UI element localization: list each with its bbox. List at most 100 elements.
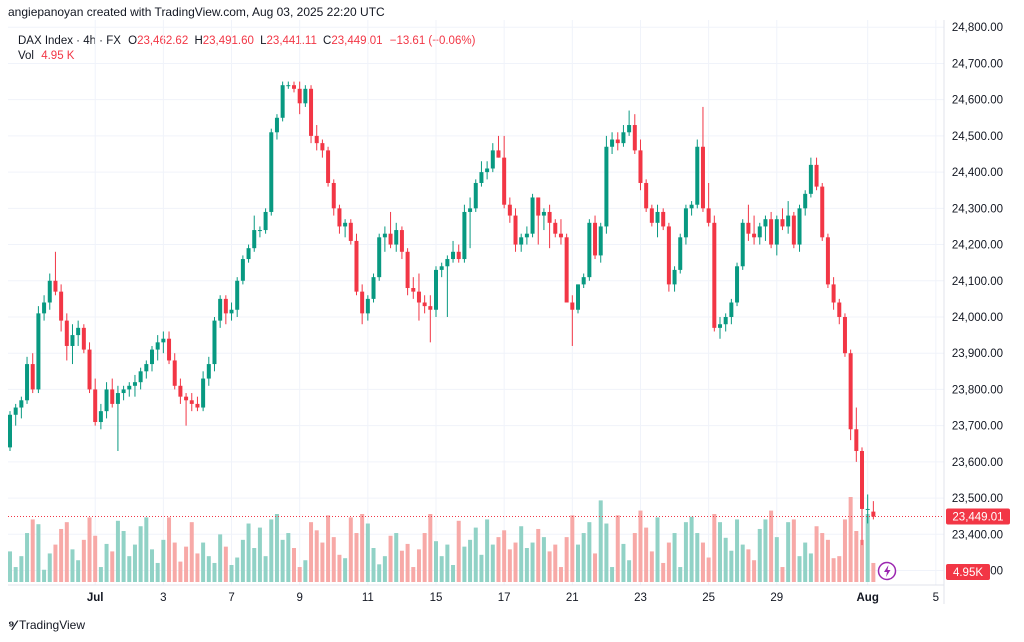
candle-body <box>860 450 864 509</box>
volume-row: Vol 4.95 K <box>18 49 475 64</box>
candle-body <box>360 291 365 314</box>
candle <box>167 331 172 365</box>
candle <box>121 385 126 401</box>
volume-badge: 4.95K <box>946 564 990 580</box>
candle <box>206 356 211 386</box>
candle-body <box>309 88 314 136</box>
candle-body <box>519 237 524 245</box>
candle <box>865 494 870 524</box>
y-tick-label: 23,700.00 <box>952 421 1003 433</box>
time-axis[interactable]: Jul 3 7 9 11 15 17 21 23 25 29 Aug 5 <box>87 592 939 604</box>
candle-body <box>672 269 677 285</box>
volume-bar <box>428 514 433 582</box>
candle-body <box>729 302 734 317</box>
candle-body <box>53 280 58 292</box>
volume-bar <box>399 550 404 582</box>
volume-bar <box>87 517 92 582</box>
candle <box>416 273 421 321</box>
volume-bar <box>496 537 501 582</box>
volume-bar <box>837 556 842 582</box>
candle <box>490 143 495 173</box>
volume-bar <box>59 528 64 582</box>
volume-bar <box>405 543 410 582</box>
candle <box>462 204 467 263</box>
candle <box>831 277 836 310</box>
volume-bar <box>343 558 348 582</box>
volume-bars <box>8 497 876 582</box>
volume-bar <box>13 567 18 582</box>
candle-body <box>683 208 688 238</box>
candle <box>172 353 177 390</box>
vol-label[interactable]: Vol <box>18 50 34 62</box>
candle-body <box>218 298 223 321</box>
credit-header: angiepanoyan created with TradingView.co… <box>8 5 385 19</box>
last-price-badge: 23,449.01 <box>946 508 1010 525</box>
volume-bar <box>649 551 654 582</box>
volume-bar <box>740 544 745 582</box>
candle-body <box>820 186 825 238</box>
candle <box>81 324 86 354</box>
candle-body <box>865 508 870 510</box>
volume-bar <box>468 539 473 582</box>
y-tick-label: 23,500.00 <box>952 493 1003 505</box>
candle <box>485 161 490 180</box>
candle-body <box>627 125 632 133</box>
candle <box>593 215 598 260</box>
candles <box>8 81 876 546</box>
candle-body <box>121 389 126 394</box>
candle <box>632 114 637 155</box>
volume-bar <box>678 567 683 582</box>
volume-bar <box>700 542 705 582</box>
lightning-icon[interactable] <box>877 561 897 581</box>
candle <box>740 219 745 270</box>
candle-body <box>439 266 444 270</box>
candle <box>161 331 166 354</box>
candle <box>445 255 450 317</box>
candle-body <box>524 233 529 238</box>
x-tick-label: 25 <box>702 592 715 604</box>
volume-bar <box>644 527 649 582</box>
candle-body <box>678 237 683 270</box>
candle-body <box>81 327 86 350</box>
volume-bar <box>70 549 75 582</box>
candle-body <box>558 233 563 238</box>
open-value: 23,462.62 <box>137 35 189 47</box>
candle-body <box>292 85 296 89</box>
price-axis[interactable]: 24,800.00 24,700.00 24,600.00 24,500.00 24,4… <box>952 22 1003 577</box>
candle <box>155 335 160 361</box>
volume-bar <box>689 516 694 582</box>
x-tick-label: 5 <box>933 592 939 604</box>
last-price-badge-text: 23,449.01 <box>952 512 1003 524</box>
candle-body <box>331 182 336 209</box>
candle <box>240 255 245 285</box>
volume-bar <box>280 539 285 582</box>
x-tick-label: Jul <box>87 592 104 604</box>
candle-body <box>712 222 717 328</box>
candle-body <box>842 316 847 354</box>
volume-bar <box>127 556 132 582</box>
volume-bar <box>808 553 813 582</box>
candle-body <box>30 364 35 390</box>
volume-bar <box>735 519 740 582</box>
candle-body <box>854 429 859 451</box>
volume-bar <box>394 533 399 582</box>
candle-body <box>576 284 580 310</box>
volume-bar <box>820 533 825 582</box>
volume-bar <box>485 519 490 582</box>
candle <box>138 367 143 390</box>
candle-body <box>13 407 18 415</box>
volume-bar <box>666 542 671 582</box>
candle-body <box>303 88 308 104</box>
candle <box>541 208 546 231</box>
candle <box>144 360 149 379</box>
candle-body <box>434 269 438 310</box>
volume-bar <box>303 560 308 582</box>
volume-bar <box>178 561 183 582</box>
candle <box>661 208 666 231</box>
volume-badge-bg <box>946 564 990 580</box>
candle <box>8 411 12 451</box>
candle-body <box>655 211 660 223</box>
low-value: 23,441.11 <box>266 35 317 47</box>
candle-body <box>87 349 92 390</box>
